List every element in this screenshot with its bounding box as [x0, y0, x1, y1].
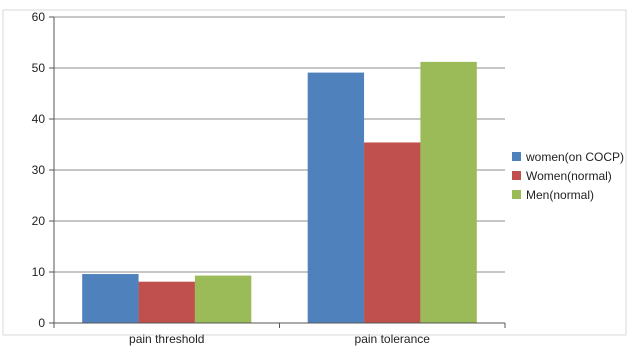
legend-label: women(on COCP): [525, 150, 624, 164]
y-tick-label: 60: [32, 10, 46, 24]
y-tick-label: 30: [32, 163, 46, 177]
legend-swatch: [512, 190, 521, 199]
bar: [364, 142, 421, 323]
y-tick-label: 20: [32, 214, 46, 228]
chart-area-border: [2, 9, 627, 336]
y-tick-label: 40: [32, 112, 46, 126]
y-tick-label: 0: [38, 316, 45, 330]
bar: [307, 72, 365, 323]
legend: women(on COCP) Women(normal) Men(normal): [512, 150, 624, 202]
bar: [82, 274, 139, 323]
legend-swatch: [512, 152, 521, 161]
bar: [194, 275, 252, 323]
x-axis-categories: pain threshold pain tolerance: [129, 332, 430, 346]
x-category-label: pain threshold: [129, 332, 204, 346]
y-tick-label: 50: [32, 61, 46, 75]
bars: [82, 61, 477, 323]
y-tick-label: 10: [32, 265, 46, 279]
bar: [420, 61, 477, 323]
y-axis-ticks: 0 10 20 30 40 50 60: [32, 10, 54, 330]
legend-swatch: [512, 171, 521, 180]
legend-label: Women(normal): [526, 169, 612, 183]
legend-label: Men(normal): [526, 188, 594, 202]
bar: [138, 281, 195, 323]
x-category-label: pain tolerance: [355, 332, 431, 346]
